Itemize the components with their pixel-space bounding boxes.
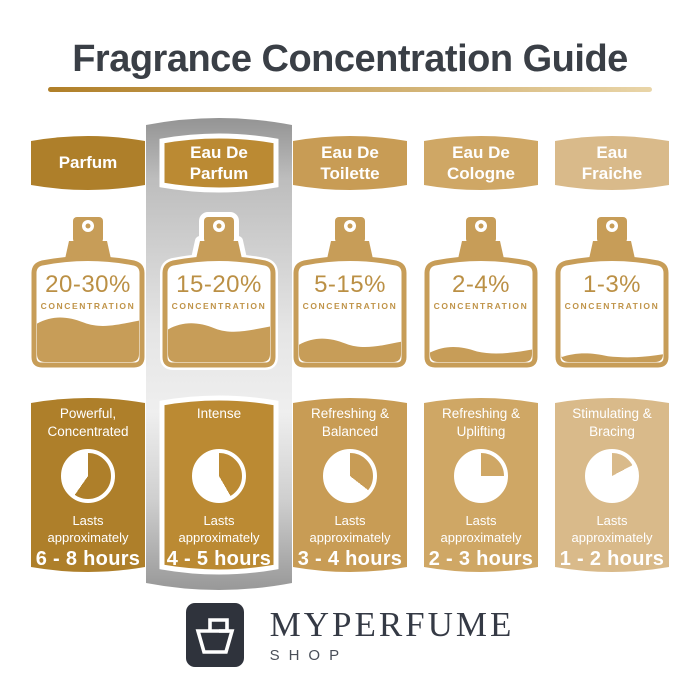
duration-value: 4 - 5 hours	[166, 547, 272, 570]
card-content: Refreshing & Balanced Lasts approximatel…	[293, 393, 407, 577]
duration-card: Refreshing & Balanced Lasts approximatel…	[293, 393, 407, 577]
concentration-label: CONCENTRATION	[433, 301, 529, 311]
card-content: Refreshing & Uplifting Lasts approximate…	[424, 393, 538, 577]
scent-character: Powerful, Concentrated	[47, 406, 129, 439]
concentration-value: 20-30%	[45, 271, 131, 298]
fragrance-name: Eau De Parfum	[189, 142, 249, 183]
header-ribbon-shape	[555, 136, 669, 190]
concentration-value: 5-15%	[314, 271, 386, 298]
bottle-shape	[31, 217, 145, 368]
duration-value: 6 - 8 hours	[35, 547, 141, 570]
bottle-shape	[424, 217, 538, 368]
card-content: Intense Lasts approximately 4 - 5 hours	[162, 393, 276, 577]
fragrance-column: Parfum 20-30% CONCENTRATION Powerful, Co…	[31, 133, 145, 577]
clock-pie-icon	[323, 449, 377, 503]
perfume-bottle-icon: 2-4% CONCENTRATION	[419, 213, 543, 377]
clock-pie-icon	[585, 449, 639, 503]
duration-card: Refreshing & Uplifting Lasts approximate…	[424, 393, 538, 577]
title-underline	[48, 87, 652, 92]
brand-name: MYPERFUME	[269, 604, 515, 644]
concentration-label: CONCENTRATION	[564, 301, 660, 311]
perfume-bottle-icon: 5-15% CONCENTRATION	[288, 213, 412, 377]
lasts-label: Lasts approximately	[178, 513, 260, 545]
header-ribbon-shape	[159, 133, 279, 193]
fragrance-header: Eau Fraiche	[555, 133, 669, 193]
duration-value: 1 - 2 hours	[559, 547, 665, 570]
clock-pie-icon	[192, 449, 246, 503]
scent-character: Stimulating & Bracing	[572, 406, 652, 439]
fragrance-column: Eau De Toilette 5-15% CONCENTRATION Refr…	[293, 133, 407, 577]
duration-card: Powerful, Concentrated Lasts approximate…	[31, 393, 145, 577]
header-ribbon-shape	[293, 136, 407, 190]
bottle-shape	[293, 217, 407, 368]
lasts-label: Lasts approximately	[309, 513, 391, 545]
fragrance-name: Eau De Toilette	[320, 142, 380, 183]
columns-grid: Parfum 20-30% CONCENTRATION Powerful, Co…	[0, 133, 700, 577]
clock-pie-icon	[454, 449, 508, 503]
bottle-text: 20-30% CONCENTRATION	[26, 273, 150, 311]
bottle-shape	[160, 212, 278, 370]
concentration-value: 15-20%	[176, 271, 262, 298]
card-content: Powerful, Concentrated Lasts approximate…	[31, 393, 145, 577]
scent-character: Intense	[196, 406, 242, 421]
scent-character: Refreshing & Balanced	[310, 406, 390, 439]
lasts-label: Lasts approximately	[47, 513, 129, 545]
fragrance-header: Eau De Parfum	[159, 133, 279, 193]
duration-card: Intense Lasts approximately 4 - 5 hours	[159, 393, 279, 577]
fragrance-column: Eau Fraiche 1-3% CONCENTRATION Stimulati…	[555, 133, 669, 577]
perfume-bottle-icon: 15-20% CONCENTRATION	[157, 212, 281, 377]
brand-subtitle: SHOP	[269, 646, 349, 664]
fragrance-header: Eau De Toilette	[293, 133, 407, 193]
fragrance-column: Eau De Parfum 15-20% CONCENTRATION	[159, 133, 279, 577]
fragrance-name: Parfum	[58, 153, 118, 173]
card-content: Stimulating & Bracing Lasts approximatel…	[555, 393, 669, 577]
header-ribbon-shape	[31, 136, 145, 190]
brand-text: MYPERFUME SHOP	[270, 607, 515, 664]
perfume-bottle-icon: 1-3% CONCENTRATION	[550, 213, 674, 377]
header-ribbon-shape	[424, 136, 538, 190]
fragrance-column: Eau De Cologne 2-4% CONCENTRATION Refres…	[424, 133, 538, 577]
footer-logo: MYPERFUME SHOP	[0, 603, 700, 667]
concentration-label: CONCENTRATION	[171, 301, 267, 311]
bottle-text: 5-15% CONCENTRATION	[288, 273, 412, 311]
perfume-shop-logo-icon	[185, 603, 244, 667]
fragrance-header: Eau De Cologne	[424, 133, 538, 193]
scent-character: Refreshing & Uplifting	[441, 406, 521, 439]
concentration-label: CONCENTRATION	[40, 301, 136, 311]
lasts-label: Lasts approximately	[571, 513, 653, 545]
duration-value: 2 - 3 hours	[428, 547, 534, 570]
fragrance-name: Eau De Cologne	[447, 142, 515, 183]
concentration-value: 2-4%	[451, 271, 511, 298]
concentration-label: CONCENTRATION	[302, 301, 398, 311]
bottle-text: 1-3% CONCENTRATION	[550, 273, 674, 311]
fragrance-header: Parfum	[31, 133, 145, 193]
duration-value: 3 - 4 hours	[297, 547, 403, 570]
perfume-bottle-icon: 20-30% CONCENTRATION	[26, 213, 150, 377]
bottle-text: 15-20% CONCENTRATION	[157, 273, 281, 311]
page-title: Fragrance Concentration Guide	[72, 38, 628, 80]
lasts-label: Lasts approximately	[440, 513, 522, 545]
fragrance-name: Eau Fraiche	[581, 142, 643, 183]
clock-pie-icon	[61, 449, 115, 503]
concentration-value: 1-3%	[582, 271, 642, 298]
duration-card: Stimulating & Bracing Lasts approximatel…	[555, 393, 669, 577]
bottle-shape	[555, 217, 669, 368]
bottle-text: 2-4% CONCENTRATION	[419, 273, 543, 311]
